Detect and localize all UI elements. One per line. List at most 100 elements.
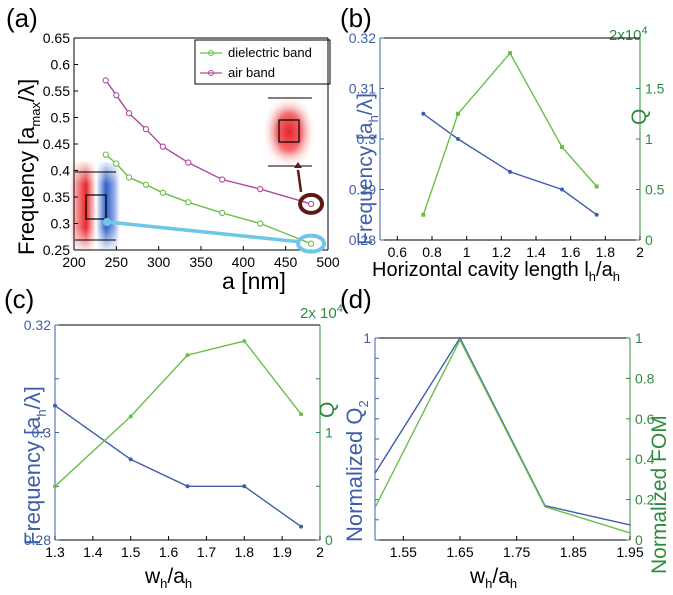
- b-ylabel-sub: h: [366, 115, 381, 122]
- d-y2tick-label: 0.4: [635, 451, 655, 467]
- d-xtick-label: 1.95: [616, 544, 643, 560]
- b-ytick-label: 0.32: [349, 30, 376, 46]
- c-series-1-point: [53, 484, 57, 489]
- panel-c: Frequency [ah/λ] Q 2x 104 wh/ah 1.3 1.4 1.…: [20, 303, 343, 591]
- c-y2-exponent: 2x 104: [300, 303, 343, 322]
- b-y2tick-label: 1: [645, 131, 653, 147]
- b-xtick-label: 0.8: [422, 244, 442, 260]
- c-xtick-label: 1.9: [272, 544, 292, 560]
- panel-label-c: (c): [4, 284, 34, 314]
- d-y2tick-label: 0.6: [635, 411, 655, 427]
- a-inset-air-mode: [262, 92, 316, 172]
- b-ylabel: Frequency [ah/λ]: [354, 93, 381, 245]
- a-legend-box: [194, 39, 331, 85]
- a-series-0-point: [307, 240, 315, 247]
- a-series-0-point: [219, 209, 226, 217]
- c-ylabel-sub: h: [34, 409, 49, 416]
- b-y2-exponent-power: 4: [642, 25, 648, 37]
- c-series-line-1: [54, 340, 302, 487]
- d-y2tick-label: 1: [635, 330, 643, 346]
- a-series-0-point: [142, 181, 150, 188]
- b-xlabel-sub: h: [589, 269, 596, 284]
- c-ylabel: Frequency [ah/λ]: [20, 386, 49, 545]
- c-xlabel-mid: /a: [167, 565, 185, 588]
- b-xtick-label: 1.8: [596, 244, 616, 260]
- b-ytick-label: 0.29: [349, 182, 376, 198]
- a-air-mode-arrow: [296, 169, 303, 193]
- b-series-1-point: [508, 51, 512, 56]
- d-xtick-label: 1.55: [390, 544, 417, 560]
- b-ytick-label: 0.28: [349, 232, 376, 248]
- b-y2-exponent-base: 2x10: [609, 27, 642, 44]
- d-y2tick-label: 0.8: [635, 370, 655, 386]
- b-series-line-1: [422, 51, 598, 216]
- b-series-1-point: [456, 111, 460, 116]
- a-series-1-point: [125, 110, 133, 117]
- c-series-0-point: [242, 484, 247, 489]
- a-inset-dielectric-mode: [70, 162, 120, 250]
- a-ylabel-tail: /λ]: [14, 79, 39, 102]
- a-legend-label-dielectric: dielectric band: [228, 45, 312, 60]
- d-y2tick-label: 0.2: [635, 492, 655, 508]
- b-series-1-point: [421, 212, 426, 217]
- c-series-1-point: [242, 339, 247, 344]
- c-y2label: Q: [316, 402, 339, 418]
- a-ytick-label: 0.25: [43, 242, 70, 258]
- b-ylabel-main: Frequency [a: [354, 122, 377, 245]
- a-legend-label-air: air band: [228, 65, 275, 80]
- d-xtick-label: 1.65: [446, 544, 473, 560]
- a-series-1-point: [219, 176, 226, 183]
- panel-label-d: (d): [340, 284, 372, 314]
- b-ylabel-tail: /λ]: [354, 93, 377, 115]
- d-xlabel-sub: h: [485, 576, 492, 591]
- b-series-0-point: [421, 111, 426, 116]
- b-xtick-label: 1.6: [561, 244, 581, 260]
- a-xtick-label: 250: [105, 254, 129, 270]
- c-xlabel-sub2: h: [185, 576, 192, 591]
- a-ylabel-sub: max: [28, 102, 43, 127]
- b-y2-exponent: 2x104: [609, 25, 648, 44]
- a-ytick-label: 0.65: [43, 30, 70, 46]
- c-xtick-label: 1.4: [83, 544, 103, 560]
- c-series-line-0: [54, 405, 302, 528]
- a-series-1-point: [159, 143, 167, 150]
- a-legend-marker-dielectric: [208, 50, 214, 56]
- a-series-0-point: [125, 174, 133, 181]
- c-xtick-label: 1.3: [45, 544, 65, 560]
- d-y2tick-label: 0: [635, 532, 643, 548]
- panel-label-a: (a): [6, 3, 38, 33]
- a-series-1-point: [142, 126, 150, 133]
- a-xtick-label: 300: [147, 254, 171, 270]
- a-dielectric-mode-arrowhead: [103, 218, 111, 226]
- d-ylabel-sub: 2: [356, 400, 371, 407]
- b-ytick-label: 0.31: [349, 81, 376, 97]
- a-ytick-label: 0.3: [51, 216, 71, 232]
- b-xtick-label: 1: [463, 244, 471, 260]
- c-series-1-point: [185, 353, 190, 358]
- panel-label-b: (b): [340, 3, 372, 33]
- a-series-0-point: [185, 199, 192, 206]
- a-air-mode-arrowhead: [294, 162, 302, 168]
- a-xtick-label: 450: [274, 254, 298, 270]
- b-y2tick-label: 0.5: [645, 182, 665, 198]
- c-series-0-point: [299, 524, 304, 529]
- a-ytick-label: 0.6: [51, 57, 71, 73]
- a-inset-diel-cavity: [85, 194, 107, 220]
- panel-b: Frequency [ah/λ] Q 2x104 Horizontal cavi…: [349, 25, 665, 284]
- b-xtick-label: 1.4: [526, 244, 546, 260]
- c-y2-exponent-base: 2x 10: [300, 305, 337, 322]
- d-xlabel-mid: /a: [492, 565, 510, 588]
- c-xtick-label: 1.5: [121, 544, 141, 560]
- a-ylabel-main: Frequency [a: [14, 126, 39, 255]
- a-ytick-label: 0.45: [43, 136, 70, 152]
- c-series-0-point: [185, 484, 190, 489]
- a-xtick-label: 350: [189, 254, 213, 270]
- c-series-0-point: [128, 457, 133, 462]
- b-series-1-point: [560, 145, 564, 150]
- b-series-0-point: [508, 169, 512, 174]
- c-y2tick-label: 1: [325, 425, 333, 441]
- b-xlabel-mid: /a: [596, 259, 614, 281]
- c-xtick-label: 1.7: [197, 544, 217, 560]
- a-series-1-point: [307, 200, 315, 208]
- a-series-1-point: [185, 159, 192, 166]
